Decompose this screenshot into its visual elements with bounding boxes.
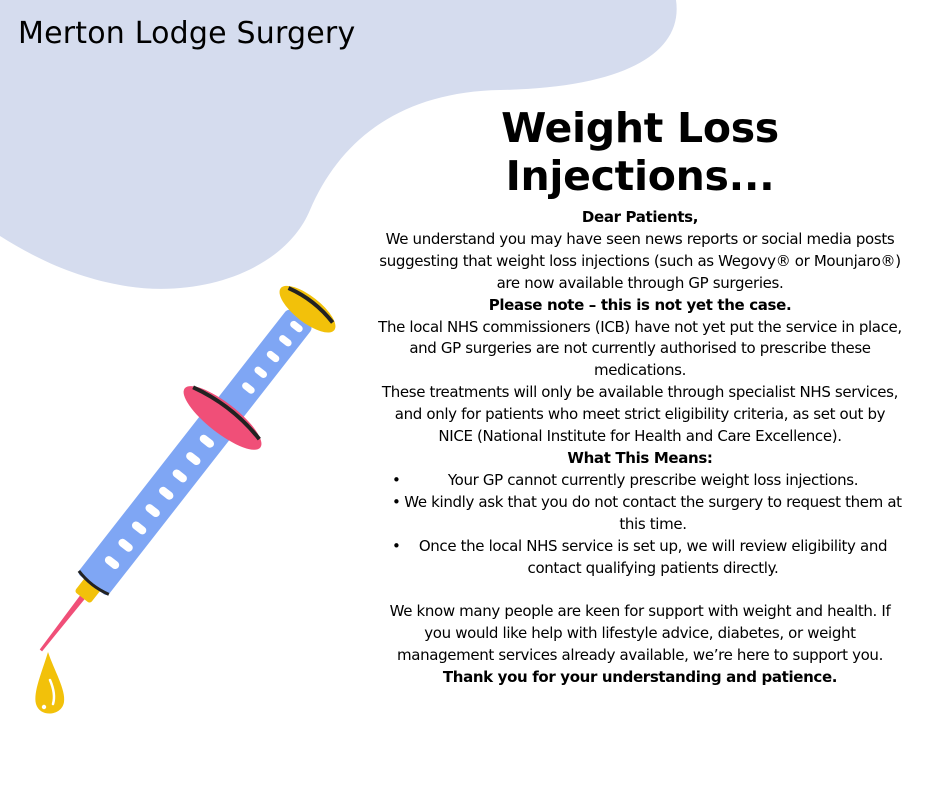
greeting: Dear Patients,	[581, 208, 699, 226]
list-item: Once the local NHS service is set up, we…	[378, 536, 902, 580]
list-item: We kindly ask that you do not contact th…	[378, 492, 902, 536]
paragraph-news: We understand you may have seen news rep…	[379, 229, 901, 292]
closing: Thank you for your understanding and pat…	[442, 668, 838, 687]
paragraph-nice: These treatments will only be available …	[381, 383, 899, 446]
means-list: Your GP cannot currently prescribe weigh…	[378, 470, 902, 580]
paragraph-icb: The local NHS commissioners (ICB) have n…	[378, 317, 902, 380]
page-title: Weight Loss Injections...	[501, 104, 779, 200]
letter-body: Dear Patients, We understand you may hav…	[378, 207, 902, 689]
paragraph-support: We know many people are keen for support…	[389, 602, 891, 665]
important-note: Please note – this is not yet the case.	[488, 295, 792, 314]
surgery-name: Merton Lodge Surgery	[18, 16, 356, 51]
list-item: Your GP cannot currently prescribe weigh…	[378, 470, 902, 492]
means-heading: What This Means:	[567, 448, 713, 467]
